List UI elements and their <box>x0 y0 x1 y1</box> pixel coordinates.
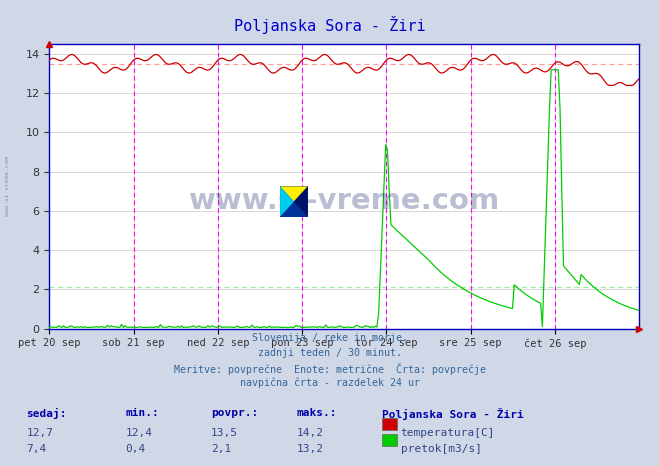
Text: Poljanska Sora - Žiri: Poljanska Sora - Žiri <box>382 408 524 420</box>
Text: www.si-vreme.com: www.si-vreme.com <box>188 186 500 215</box>
Text: 12,7: 12,7 <box>26 428 53 438</box>
Text: Poljanska Sora - Žiri: Poljanska Sora - Žiri <box>234 16 425 34</box>
Text: 2,1: 2,1 <box>211 444 231 453</box>
Text: 12,4: 12,4 <box>125 428 152 438</box>
Text: zadnji teden / 30 minut.: zadnji teden / 30 minut. <box>258 348 401 358</box>
Text: 14,2: 14,2 <box>297 428 324 438</box>
Text: sedaj:: sedaj: <box>26 408 67 419</box>
Text: min.:: min.: <box>125 408 159 418</box>
Text: Slovenija / reke in morje.: Slovenija / reke in morje. <box>252 333 407 343</box>
Text: Meritve: povprečne  Enote: metrične  Črta: povprečje: Meritve: povprečne Enote: metrične Črta:… <box>173 363 486 375</box>
Polygon shape <box>294 186 308 217</box>
Text: pretok[m3/s]: pretok[m3/s] <box>401 444 482 453</box>
Text: navpična črta - razdelek 24 ur: navpična črta - razdelek 24 ur <box>239 378 420 389</box>
Text: maks.:: maks.: <box>297 408 337 418</box>
Polygon shape <box>280 186 308 201</box>
Text: 0,4: 0,4 <box>125 444 146 453</box>
Polygon shape <box>280 186 294 217</box>
Text: povpr.:: povpr.: <box>211 408 258 418</box>
Text: temperatura[C]: temperatura[C] <box>401 428 495 438</box>
Text: 13,2: 13,2 <box>297 444 324 453</box>
Text: 13,5: 13,5 <box>211 428 238 438</box>
Text: www.si-vreme.com: www.si-vreme.com <box>5 157 11 216</box>
Text: 7,4: 7,4 <box>26 444 47 453</box>
